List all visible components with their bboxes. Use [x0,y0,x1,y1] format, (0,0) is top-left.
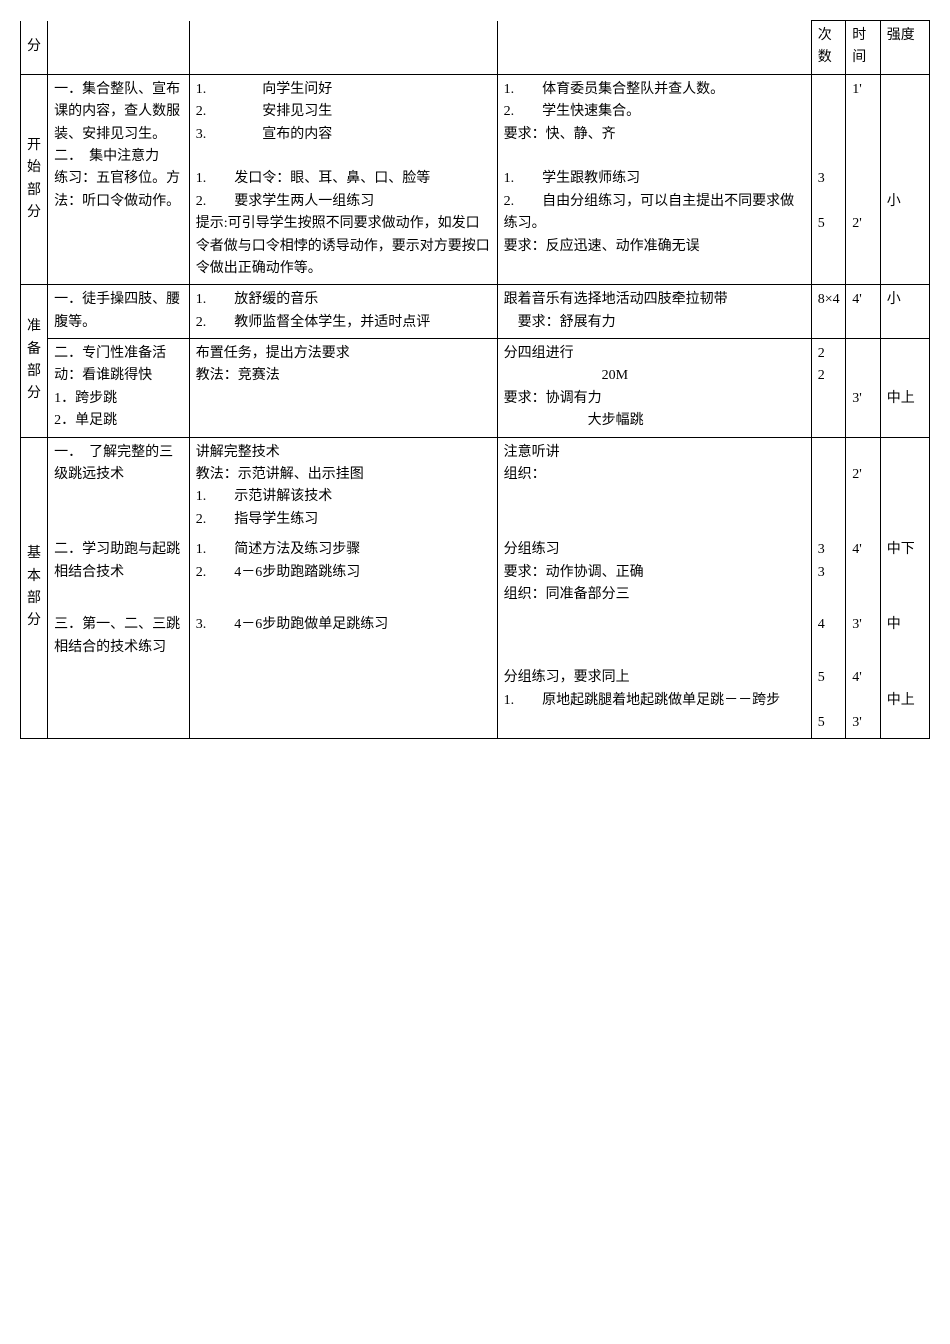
basic-a-intensity [880,437,929,535]
start-intensity: 小 [880,74,929,285]
prep-a-method: 1. 放舒缓的音乐 2. 教师监督全体学生，并适时点评 [189,285,497,339]
prep-b-time: 3' [846,339,880,438]
basic-d-intensity-val: 中上 [887,693,915,708]
basic-c-time: 3' [846,610,880,663]
basic-d-time: 4' 3' [846,663,880,739]
start-time-a: 1' [852,82,862,97]
basic-c-count-val: 4 [818,617,825,632]
header-blank1 [48,21,190,75]
basic-c-intensity: 中 [880,610,929,663]
prep-a-intensity: 小 [880,285,929,339]
basic-a-content: 一． 了解完整的三级跳远技术 [48,437,190,535]
basic-b-intensity: 中下 [880,535,929,610]
header-intensity: 强度 [880,21,929,75]
basic-b-intensity-val: 中下 [887,542,915,557]
section-label-basic: 基本部分 [21,437,48,739]
basic-d-intensity: 中上 [880,663,929,739]
basic-d-method [189,663,497,739]
basic-c-intensity-val: 中 [887,617,901,632]
start-content: 一．集合整队、宣布课的内容，查人数服装、安排见习生。 二． 集中注意力 练习：五… [48,74,190,285]
basic-d-content [48,663,190,739]
basic-b-method: 1. 简述方法及练习步骤 2. 4－6步助跑踏跳练习 [189,535,497,610]
prep-b-count-a: 2 [818,346,825,361]
prep-b-count: 22 [811,339,845,438]
basic-c-count: 4 [811,610,845,663]
prep-b-content: 二．专门性准备活动：看谁跳得快 1．跨步跳 2．单足跳 [48,339,190,438]
basic-b-time: 4' [846,535,880,610]
basic-d-time-b: 3' [852,715,862,730]
prep-b-time-val: 3' [852,391,862,406]
start-count-a: 3 [818,171,825,186]
basic-a-count [811,437,845,535]
prep-b-method: 布置任务，提出方法要求 教法：竞赛法 [189,339,497,438]
basic-b-count-a: 3 [818,542,825,557]
header-time: 时间 [846,21,880,75]
basic-b-content: 二．学习助跑与起跳相结合技术 [48,535,190,610]
prep-a-req: 跟着音乐有选择地活动四肢牵拉韧带 要求：舒展有力 [497,285,811,339]
prep-b-count-b: 2 [818,368,825,383]
header-blank3 [497,21,811,75]
section-label-prep: 准备部分 [21,285,48,437]
basic-c-content: 三．第一、二、三跳相结合的技术练习 [48,610,190,663]
basic-d-time-a: 4' [852,670,862,685]
basic-d-count-a: 5 [818,670,825,685]
basic-a-req: 注意听讲 组织： [497,437,811,535]
header-fen: 分 [21,21,48,75]
start-time-b: 2' [852,216,862,231]
start-intensity-val: 小 [887,194,901,209]
basic-c-time-val: 3' [852,617,862,632]
basic-d-count-b: 5 [818,715,825,730]
basic-b-count: 33 [811,535,845,610]
basic-b-req: 分组练习 要求：动作协调、正确 组织：同准备部分三 [497,535,811,610]
prep-a-count: 8×4 [811,285,845,339]
basic-d-count: 55 [811,663,845,739]
start-count: 35 [811,74,845,285]
prep-b-req: 分四组进行 20M 要求：协调有力 大步幅跳 [497,339,811,438]
prep-a-content: 一．徒手操四肢、腰腹等。 [48,285,190,339]
basic-b-count-b: 3 [818,565,825,580]
start-req: 1. 体育委员集合整队并查人数。 2. 学生快速集合。 要求：快、静、齐 1. … [497,74,811,285]
start-method: 1. 向学生问好 2. 安排见习生 3. 宣布的内容 1. 发口令：眼、耳、鼻、… [189,74,497,285]
prep-b-intensity: 中上 [880,339,929,438]
section-label-start: 开始部分 [21,74,48,285]
basic-a-time: 2' [846,437,880,535]
basic-b-time-val: 4' [852,542,862,557]
basic-c-req [497,610,811,663]
basic-a-time-val: 2' [852,467,862,482]
start-time: 1' 2' [846,74,880,285]
prep-a-time: 4' [846,285,880,339]
basic-d-req: 分组练习，要求同上 1. 原地起跳腿着地起跳做单足跳－－跨步 [497,663,811,739]
header-count: 次数 [811,21,845,75]
prep-b-intensity-val: 中上 [887,391,915,406]
basic-a-method: 讲解完整技术 教法：示范讲解、出示挂图 1. 示范讲解该技术 2. 指导学生练习 [189,437,497,535]
header-blank2 [189,21,497,75]
basic-c-method: 3. 4－6步助跑做单足跳练习 [189,610,497,663]
start-count-b: 5 [818,216,825,231]
